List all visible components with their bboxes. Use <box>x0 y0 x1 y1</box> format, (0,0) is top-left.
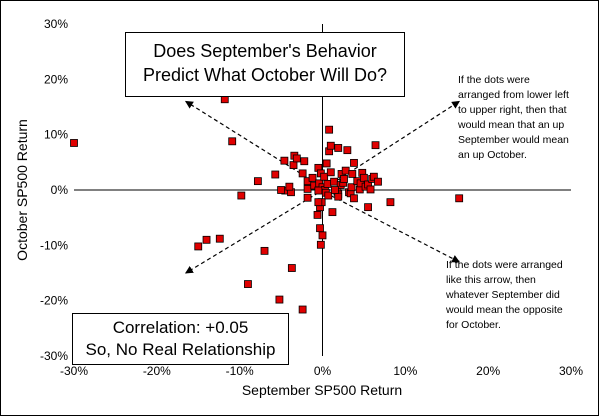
data-point <box>323 180 332 188</box>
data-point <box>328 208 337 217</box>
x-tick-label: 0% <box>314 364 332 378</box>
annotation-upper-line: would mean that an up <box>457 119 564 131</box>
annotation-lower-line: for October. <box>446 319 501 331</box>
data-point <box>228 137 237 146</box>
x-tick-label: 20% <box>476 364 500 378</box>
data-point <box>253 177 262 186</box>
correlation-box: Correlation: +0.05 So, No Real Relations… <box>72 313 289 365</box>
data-point <box>330 177 338 186</box>
data-point <box>360 173 368 182</box>
data-point <box>298 169 307 178</box>
y-tick-label: 30% <box>44 17 68 31</box>
data-point <box>70 139 78 147</box>
data-point <box>292 154 301 163</box>
data-point <box>277 186 285 194</box>
arrow-lower-right <box>330 195 461 263</box>
annotation-lower-right: If the dots were arranged like this arrow… <box>445 259 563 331</box>
data-point <box>386 198 395 207</box>
y-tick-label: -20% <box>40 294 68 308</box>
data-point <box>289 161 298 170</box>
data-point <box>326 141 335 150</box>
annotation-upper-line: to upper right, then that <box>458 104 567 116</box>
data-point <box>298 305 307 314</box>
y-tick-label: -30% <box>40 349 68 363</box>
x-tick-label: 30% <box>559 364 583 378</box>
data-point <box>334 144 343 152</box>
annotation-upper-line: September would mean <box>458 134 569 146</box>
arrow-lower-left <box>184 192 319 274</box>
correlation-line-1: Correlation: +0.05 <box>112 318 249 337</box>
data-point <box>275 295 284 304</box>
y-tick-label: -10% <box>40 238 68 252</box>
data-point <box>300 157 309 166</box>
data-point <box>340 175 348 183</box>
data-point <box>366 185 375 194</box>
data-point <box>350 158 358 167</box>
data-point <box>303 193 312 202</box>
data-point <box>280 156 289 165</box>
annotation-upper-line: If the dots were <box>458 74 530 86</box>
data-point <box>320 172 329 181</box>
y-axis-label: October SP500 Return <box>14 119 30 261</box>
data-point <box>271 170 280 179</box>
annotation-lower-line: whatever September did <box>445 289 560 301</box>
y-tick-label: 20% <box>44 72 68 86</box>
annotation-lower-line: If the dots were arranged <box>446 259 563 271</box>
data-point <box>348 170 357 178</box>
data-point <box>194 242 203 251</box>
annotation-upper-line: an up October. <box>458 149 527 161</box>
y-tick-label: 0% <box>51 183 69 197</box>
data-point <box>331 186 339 194</box>
data-point <box>287 264 296 272</box>
title-line-1: Does September's Behavior <box>153 41 377 61</box>
arrow-upper-left <box>184 100 319 185</box>
data-point <box>455 194 464 203</box>
data-point <box>371 141 380 150</box>
data-point <box>369 172 378 181</box>
annotation-lower-line: would mean the opposite <box>445 304 563 316</box>
data-point <box>202 235 211 244</box>
x-tick-label: -30% <box>60 364 88 378</box>
x-tick-label: -20% <box>143 364 171 378</box>
annotation-upper-right: If the dots were arranged from lower left… <box>457 74 569 161</box>
correlation-line-2: So, No Real Relationship <box>85 340 276 359</box>
data-point <box>374 177 382 186</box>
data-point <box>215 234 224 243</box>
arrow-upper-right <box>330 100 461 185</box>
x-tick-label: -10% <box>226 364 254 378</box>
data-point <box>316 224 324 233</box>
title-box: Does September's Behavior Predict What O… <box>125 32 405 97</box>
data-point <box>244 280 252 288</box>
data-point <box>324 191 333 200</box>
x-axis-label: September SP500 Return <box>242 382 402 398</box>
data-point <box>341 166 350 175</box>
data-point <box>308 173 317 182</box>
data-point <box>350 194 358 203</box>
data-point <box>322 159 331 168</box>
data-point <box>314 198 323 207</box>
data-point <box>326 168 335 177</box>
data-point <box>318 231 327 240</box>
data-point <box>334 192 343 201</box>
annotation-lower-line: like this arrow, then <box>446 274 536 286</box>
title-line-2: Predict What October Will Do? <box>142 65 388 85</box>
x-tick-label: 10% <box>393 364 417 378</box>
data-point <box>314 186 323 195</box>
data-point <box>343 146 352 155</box>
data-point <box>347 183 356 192</box>
data-point <box>260 246 269 255</box>
data-point <box>303 184 312 193</box>
data-point <box>325 125 334 134</box>
data-point <box>316 240 325 249</box>
data-point <box>364 203 372 212</box>
annotation-upper-line: arranged from lower left <box>458 89 569 101</box>
data-point <box>237 191 246 200</box>
data-point <box>285 182 294 191</box>
data-point <box>313 210 322 219</box>
y-tick-label: 10% <box>44 128 68 142</box>
